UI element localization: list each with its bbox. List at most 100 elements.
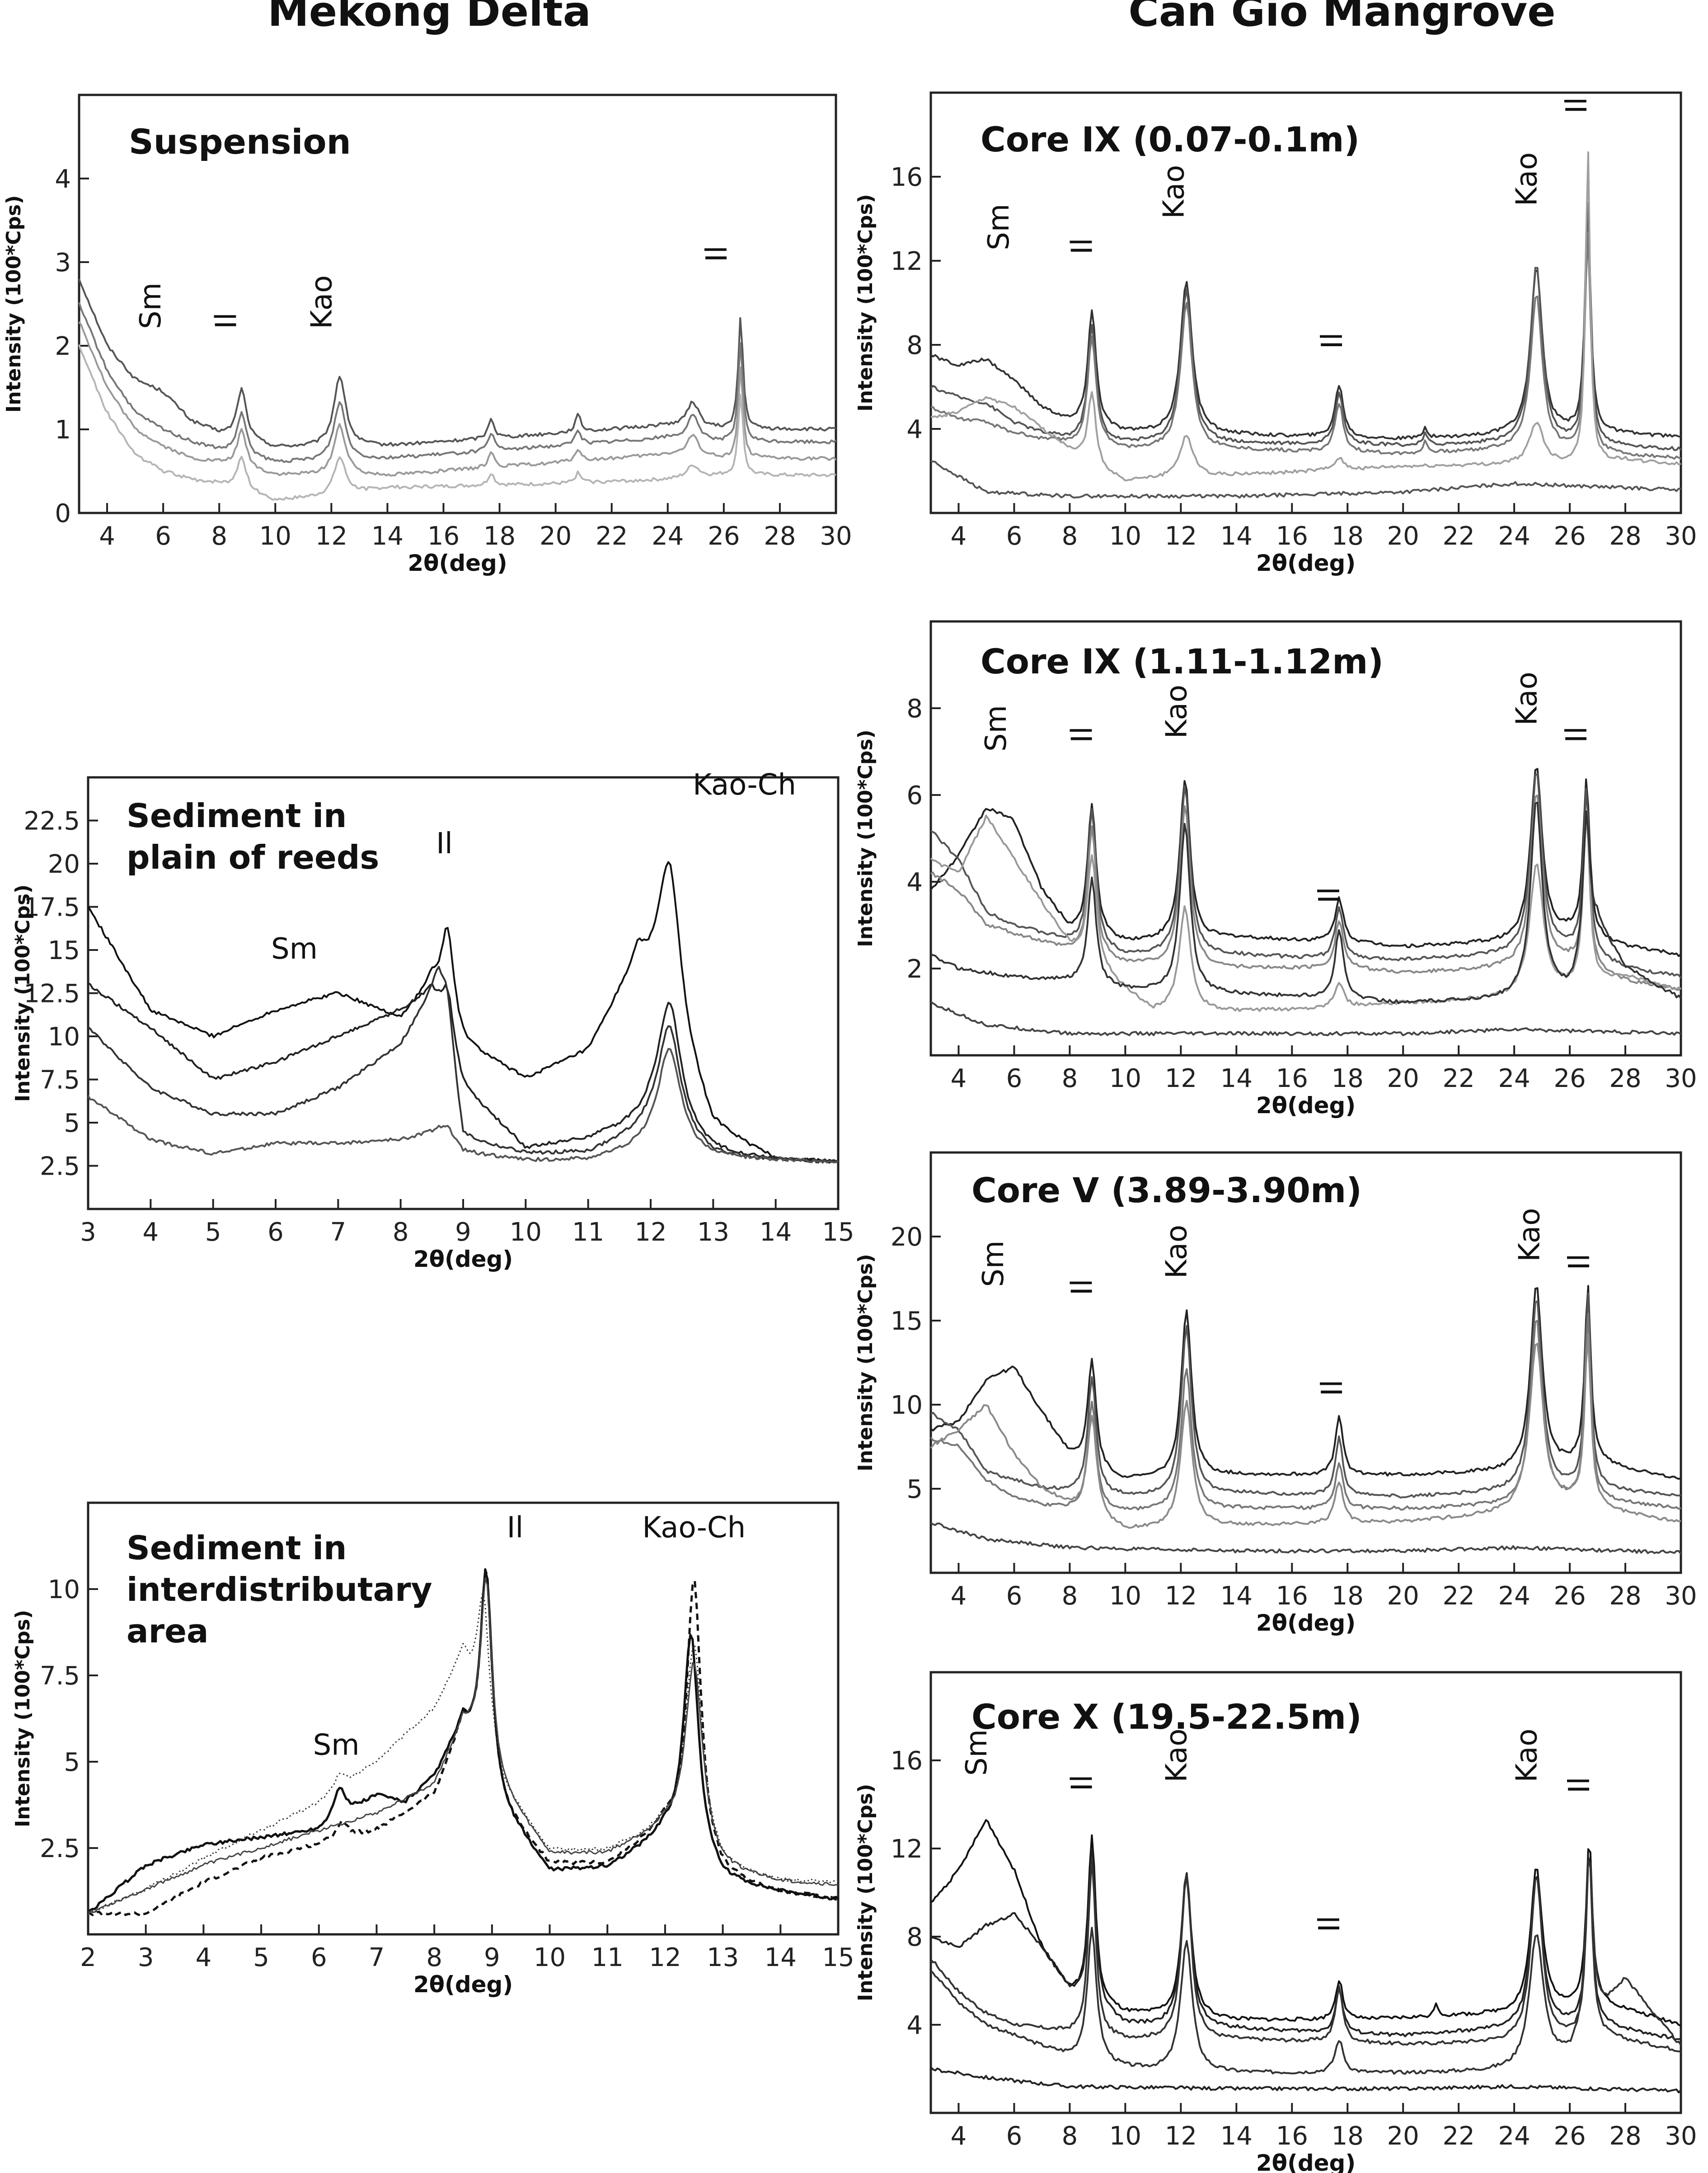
- x-tick-label: 26: [1553, 522, 1586, 551]
- x-tick-label: 20: [1387, 1064, 1419, 1093]
- x-tick-label: 15: [822, 1943, 854, 1972]
- y-tick-label: 16: [891, 163, 923, 192]
- x-tick-label: 30: [1665, 1581, 1697, 1611]
- peak-label: Il: [1313, 1916, 1347, 1933]
- x-tick-label: 14: [765, 1943, 797, 1972]
- series-line-s2: [930, 1848, 1681, 2041]
- x-tick-label: 22: [1443, 522, 1475, 551]
- x-tick-label: 20: [1387, 522, 1419, 551]
- y-tick-label: 7.5: [40, 1066, 80, 1095]
- peak-label: Kao: [1160, 685, 1194, 738]
- x-tick-label: 4: [951, 1581, 967, 1611]
- chart-title: Suspension: [129, 122, 351, 162]
- x-tick-label: 10: [510, 1218, 542, 1247]
- x-tick-label: 13: [697, 1218, 729, 1247]
- peak-label: Kao: [1510, 672, 1544, 725]
- x-tick-label: 30: [1665, 2121, 1697, 2151]
- x-tick-label: 12: [1165, 522, 1197, 551]
- y-tick-label: 5: [64, 1109, 80, 1138]
- plot-frame: [929, 1671, 1682, 2114]
- y-axis-label: Intensity (100*Cps): [11, 1610, 34, 1827]
- x-tick-label: 6: [267, 1218, 284, 1247]
- peak-label: Kao: [1513, 1208, 1546, 1262]
- series-line-s2: [930, 773, 1682, 979]
- x-tick-label: 30: [1665, 1064, 1697, 1093]
- x-tick-label: 8: [1062, 522, 1078, 551]
- series-line-s1: [78, 278, 836, 448]
- chart-title-line: Sediment in: [127, 797, 347, 835]
- y-tick-label: 16: [891, 1746, 923, 1776]
- y-tick-label: 17.5: [23, 893, 80, 922]
- x-tick-label: 13: [707, 1943, 739, 1972]
- plot-frame: [929, 91, 1682, 514]
- x-tick-label: 28: [764, 522, 796, 551]
- y-axis-label: Intensity (100*Cps): [854, 1784, 877, 2001]
- series-line-s2: [78, 302, 837, 463]
- x-tick-label: 2: [80, 1943, 96, 1972]
- peak-label: Il: [1560, 726, 1594, 743]
- y-tick-label: 4: [906, 868, 923, 897]
- peak-label: Il: [1563, 1777, 1596, 1793]
- y-tick-label: 2.5: [40, 1152, 80, 1181]
- column-title-right: Can Gio Mangrove: [1128, 0, 1556, 36]
- peak-label: Il: [1066, 1775, 1099, 1792]
- peak-label: Sm: [980, 705, 1013, 752]
- peak-label: Il: [210, 312, 243, 329]
- x-tick-label: 30: [820, 522, 852, 551]
- y-axis-label: Intensity (100*Cps): [11, 884, 34, 1102]
- series-line-s4: [930, 1336, 1681, 1529]
- x-tick-label: 28: [1609, 522, 1641, 551]
- y-axis-label: Intensity (100*Cps): [854, 194, 877, 411]
- series-line-s2: [930, 204, 1682, 451]
- chart-title: Core V (3.89-3.90m): [971, 1170, 1362, 1210]
- series-line-s2: [930, 1292, 1681, 1499]
- x-tick-label: 6: [1006, 1064, 1023, 1093]
- x-tick-label: 22: [1443, 1064, 1475, 1093]
- x-tick-label: 10: [1109, 2121, 1141, 2151]
- y-tick-label: 5: [906, 1475, 923, 1504]
- peak-label: Il: [1316, 333, 1349, 349]
- x-tick-label: 12: [1165, 2121, 1197, 2151]
- y-tick-label: 2.5: [40, 1834, 80, 1863]
- x-tick-label: 14: [1220, 1064, 1253, 1093]
- peak-label: Il: [507, 1511, 524, 1544]
- x-tick-label: 8: [393, 1218, 409, 1247]
- series-line-s4: [87, 1048, 839, 1164]
- y-tick-label: 20: [48, 850, 80, 879]
- y-tick-label: 2: [906, 955, 923, 984]
- x-tick-label: 6: [1006, 2121, 1023, 2151]
- x-tick-label: 8: [1062, 2121, 1078, 2151]
- x-tick-label: 11: [572, 1218, 604, 1247]
- series-line-solid-thin: [87, 1577, 839, 1915]
- series-line-s1: [930, 1819, 1681, 2027]
- y-tick-label: 2: [55, 332, 71, 361]
- chart-title: Core IX (0.07-0.1m): [981, 119, 1360, 160]
- chart-title: Core X (19.5-22.5m): [971, 1697, 1362, 1737]
- series-line-s4: [930, 151, 1681, 481]
- series-line-s3: [87, 966, 839, 1164]
- peak-label: Il: [1066, 238, 1099, 254]
- chart-interdistributary: 2 3 4 5 6 7 8 9 10 11 12 13 14 15 2.5 5 7.5 10 2θ(deg) Inte…: [11, 1501, 854, 1998]
- y-axis-label: Intensity (100*Cps): [854, 1254, 877, 1471]
- x-tick-label: 12: [1165, 1064, 1197, 1093]
- y-tick-label: 8: [906, 331, 923, 360]
- x-tick-label: 14: [1220, 2121, 1253, 2151]
- peak-label: Kao-Ch: [642, 1511, 746, 1544]
- y-tick-label: 4: [906, 415, 923, 444]
- x-tick-label: 4: [99, 522, 115, 551]
- x-tick-label: 11: [591, 1943, 624, 1972]
- x-tick-label: 28: [1609, 2121, 1641, 2151]
- x-tick-label: 12: [634, 1218, 666, 1247]
- y-tick-label: 12.5: [23, 979, 80, 1009]
- series-line-s1: [930, 202, 1681, 440]
- peak-label: Il: [436, 827, 453, 861]
- x-tick-label: 3: [138, 1943, 154, 1972]
- series-line-s3: [931, 231, 1681, 460]
- x-tick-label: 12: [1165, 1581, 1197, 1611]
- y-tick-label: 1: [55, 415, 71, 445]
- chart-title: Core IX (1.11-1.12m): [981, 641, 1384, 682]
- x-tick-label: 10: [1109, 522, 1141, 551]
- peak-label: Il: [1066, 726, 1099, 743]
- x-tick-label: 14: [1220, 1581, 1253, 1611]
- x-tick-label: 26: [1553, 1064, 1586, 1093]
